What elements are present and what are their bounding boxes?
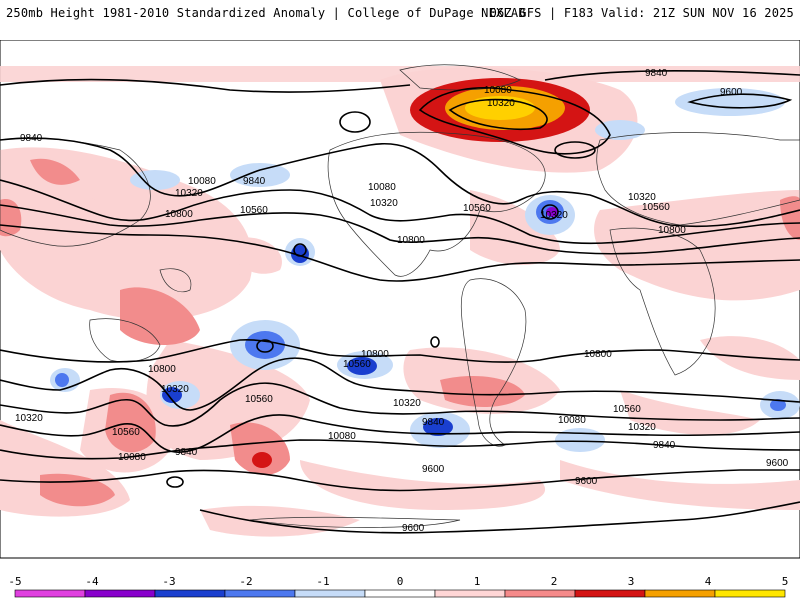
contour-label: 9600 bbox=[575, 476, 598, 487]
contour-label: 10560 bbox=[463, 203, 491, 214]
contour-label: 10320 bbox=[628, 192, 656, 203]
contour-label: 10080 bbox=[328, 431, 356, 442]
contour-label: 10800 bbox=[658, 225, 686, 236]
contour-label: 10320 bbox=[393, 398, 421, 409]
colorbar-ticks: -5 -4 -3 -2 -1 0 1 2 3 4 5 bbox=[8, 575, 788, 588]
contour-label: 10800 bbox=[148, 364, 176, 375]
colorbar-tick-label: 5 bbox=[782, 575, 789, 588]
contour-label: 9840 bbox=[422, 417, 445, 428]
contour-label: 9840 bbox=[175, 447, 198, 458]
contour-label: 10080 bbox=[118, 452, 146, 463]
contour-label: 9840 bbox=[653, 440, 676, 451]
colorbar-tick-label: 4 bbox=[705, 575, 712, 588]
chart-title: 250mb Height 1981-2010 Standardized Anom… bbox=[6, 6, 526, 20]
colorbar-tick-label: 0 bbox=[397, 575, 404, 588]
contour-label: 10320 bbox=[370, 198, 398, 209]
colorbar-segments bbox=[14, 589, 786, 598]
contour-label: 10080 bbox=[188, 176, 216, 187]
colorbar-segment bbox=[644, 589, 716, 598]
run-info: 06Z GFS | F183 Valid: 21Z SUN NOV 16 202… bbox=[489, 6, 794, 20]
colorbar-tick-label: -3 bbox=[162, 575, 175, 588]
contour-label: 10800 bbox=[584, 349, 612, 360]
contour-labels: 9840 9600 10080 10320 9840 10080 9840 10… bbox=[15, 68, 789, 534]
colorbar-segment bbox=[504, 589, 576, 598]
contour-label: 10320 bbox=[540, 210, 568, 221]
contour-label: 10080 bbox=[484, 85, 512, 96]
contour-label: 10800 bbox=[397, 235, 425, 246]
colorbar-tick-label: 1 bbox=[474, 575, 481, 588]
height-contours bbox=[0, 70, 800, 534]
contour-label: 10560 bbox=[343, 359, 371, 370]
colorbar-segment bbox=[294, 589, 366, 598]
colorbar-tick-label: -1 bbox=[316, 575, 329, 588]
contour-label: 9840 bbox=[20, 133, 43, 144]
colorbar: -5 -4 -3 -2 -1 0 1 2 3 4 5 bbox=[8, 575, 788, 598]
contour-label: 10560 bbox=[642, 202, 670, 213]
contour-label: 9600 bbox=[402, 523, 425, 534]
colorbar-tick-label: -4 bbox=[85, 575, 99, 588]
colorbar-tick-label: 3 bbox=[628, 575, 635, 588]
contour-label: 10080 bbox=[558, 415, 586, 426]
contour-label: 10800 bbox=[361, 349, 389, 360]
contour-label: 9600 bbox=[422, 464, 445, 475]
colorbar-segment bbox=[84, 589, 156, 598]
colorbar-tick-label: -2 bbox=[239, 575, 252, 588]
contour-label: 10560 bbox=[245, 394, 273, 405]
colorbar-segment bbox=[714, 589, 786, 598]
contour-label: 10080 bbox=[368, 182, 396, 193]
contour-label: 10320 bbox=[15, 413, 43, 424]
negative-anomaly-strong bbox=[55, 200, 786, 436]
contour-label: 10560 bbox=[112, 427, 140, 438]
contour-label: 10320 bbox=[175, 188, 203, 199]
contour-label: 10320 bbox=[161, 384, 189, 395]
colorbar-segment bbox=[14, 589, 86, 598]
contour-label: 10320 bbox=[628, 422, 656, 433]
contour-label: 9840 bbox=[645, 68, 668, 79]
contour-label: 9840 bbox=[243, 176, 266, 187]
anomaly-map: 9840 9600 10080 10320 9840 10080 9840 10… bbox=[0, 40, 800, 559]
contour-label: 9600 bbox=[720, 87, 743, 98]
contour-label: 10320 bbox=[487, 98, 515, 109]
colorbar-segment bbox=[434, 589, 506, 598]
contour-label: 10560 bbox=[240, 205, 268, 216]
colorbar-tick-label: -5 bbox=[8, 575, 21, 588]
colorbar-segment bbox=[224, 589, 296, 598]
colorbar-segment bbox=[364, 589, 436, 598]
contour-label: 9600 bbox=[766, 458, 789, 469]
colorbar-segment bbox=[574, 589, 646, 598]
colorbar-tick-label: 2 bbox=[551, 575, 558, 588]
colorbar-segment bbox=[154, 589, 226, 598]
contour-label: 10800 bbox=[165, 209, 193, 220]
contour-label: 10560 bbox=[613, 404, 641, 415]
